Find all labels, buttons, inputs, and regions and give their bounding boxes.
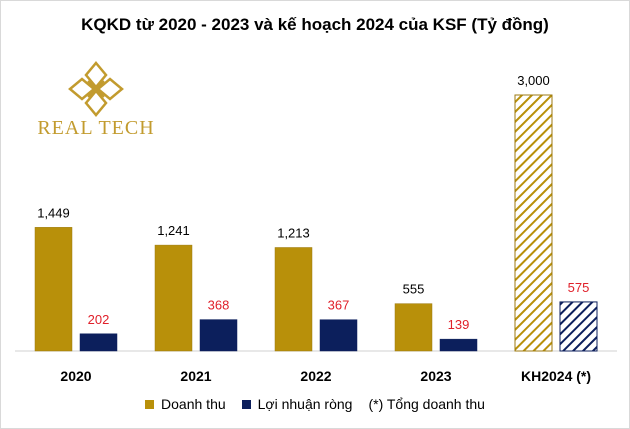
data-label-profit-0: 202 xyxy=(88,312,110,327)
bar-revenue-3 xyxy=(394,303,433,352)
bar-revenue-4 xyxy=(514,94,553,352)
legend-swatch-profit xyxy=(241,399,251,409)
data-label-profit-4: 575 xyxy=(568,280,590,295)
legend-label-revenue: Doanh thu xyxy=(161,396,226,412)
x-tick-label-1: 2021 xyxy=(180,368,211,384)
legend-swatch-revenue xyxy=(145,399,155,409)
legend-label-profit: Lợi nhuận ròng xyxy=(257,396,353,412)
chart-title: KQKD từ 2020 - 2023 và kế hoạch 2024 của… xyxy=(81,15,549,34)
x-tick-label-3: 2023 xyxy=(420,368,451,384)
bar-revenue-0 xyxy=(34,227,73,352)
bar-profit-3 xyxy=(439,338,478,352)
bar-revenue-2 xyxy=(274,247,313,352)
data-label-revenue-4: 3,000 xyxy=(517,73,550,88)
data-label-revenue-1: 1,241 xyxy=(157,223,190,238)
bar-profit-1 xyxy=(199,319,238,352)
legend-item-revenue: Doanh thu xyxy=(145,396,226,412)
legend-item-profit: Lợi nhuận ròng xyxy=(241,396,353,412)
data-label-revenue-0: 1,449 xyxy=(37,205,70,220)
bar-profit-4 xyxy=(559,301,598,352)
chart-legend: Doanh thu Lợi nhuận ròng (*) Tổng doanh … xyxy=(1,396,629,412)
bar-revenue-1 xyxy=(154,244,193,352)
legend-item-note: (*) Tổng doanh thu xyxy=(368,396,485,412)
data-label-profit-3: 139 xyxy=(448,317,470,332)
x-tick-label-2: 2022 xyxy=(300,368,331,384)
data-label-profit-1: 368 xyxy=(208,298,230,313)
data-label-revenue-2: 1,213 xyxy=(277,225,310,240)
x-tick-label-0: 2020 xyxy=(60,368,91,384)
data-label-profit-2: 367 xyxy=(328,298,350,313)
data-label-revenue-3: 555 xyxy=(403,282,425,297)
bar-profit-0 xyxy=(79,333,118,352)
x-tick-label-4: KH2024 (*) xyxy=(521,368,591,384)
logo-text: REAL TECH xyxy=(37,117,155,139)
bar-profit-2 xyxy=(319,319,358,352)
real-tech-logo-icon xyxy=(68,61,124,117)
legend-note: (*) Tổng doanh thu xyxy=(368,396,485,412)
